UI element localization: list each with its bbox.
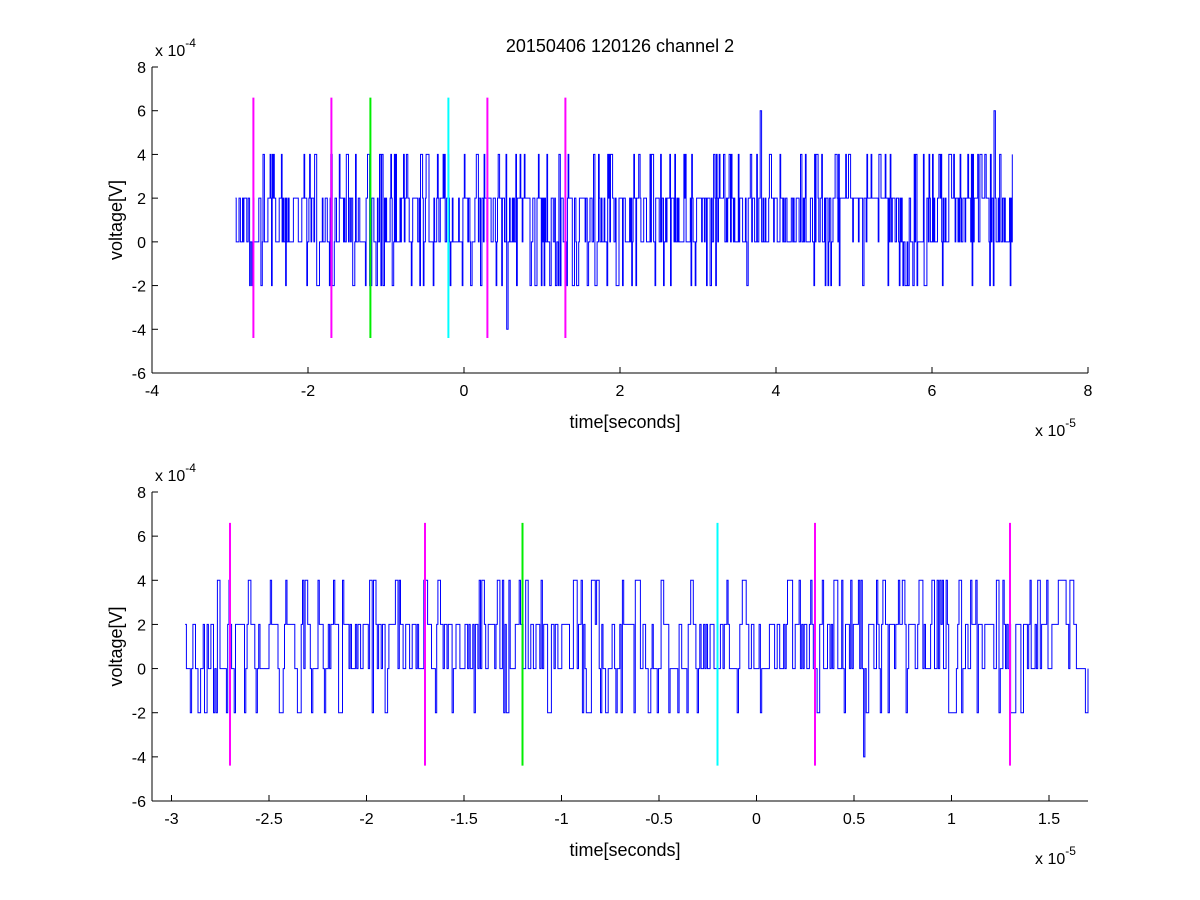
- plot2-y-tick-label-4: 2: [137, 617, 146, 634]
- plot2-y-tick-label-5: 4: [137, 573, 146, 590]
- plot2-x-tick-label-1: -2.5: [255, 811, 283, 828]
- plot1-x-tick-label-4: 4: [772, 383, 781, 400]
- plot2-y-tick-label-6: 6: [137, 529, 146, 546]
- plot1-x-tick-label-0: -4: [145, 383, 159, 400]
- plot2-x-tick-label-3: -1.5: [450, 811, 478, 828]
- plot2-x-tick-label-9: 1.5: [1038, 811, 1060, 828]
- plot2-x-tick-label-0: -3: [164, 811, 178, 828]
- plot1-x-tick-label-3: 2: [616, 383, 625, 400]
- figure-title: 20150406 120126 channel 2: [506, 36, 734, 56]
- plot1-y-multiplier: x 10-4: [155, 36, 196, 60]
- plot2-x-tick-label-4: -1: [554, 811, 568, 828]
- plot2-x-tick-label-7: 0.5: [843, 811, 865, 828]
- plot2-y-multiplier: x 10-4: [155, 461, 196, 485]
- plot2-y-tick-label-0: -6: [132, 794, 146, 811]
- plot2-signal-trace: [185, 579, 1089, 758]
- plot1-y-tick-label-3: 0: [137, 235, 146, 252]
- plot2-y-tick-label-2: -2: [132, 706, 146, 723]
- plot2-x-tick-label-6: 0: [752, 811, 761, 828]
- plot2-y-tick-label-7: 8: [137, 485, 146, 502]
- plot1-x-tick-label-5: 6: [928, 383, 937, 400]
- plot2-x-multiplier: x 10-5: [1035, 844, 1076, 868]
- plot1-y-tick-label-0: -6: [132, 366, 146, 383]
- plot1-y-tick-label-5: 4: [137, 147, 146, 164]
- plot2-x-tick-label-8: 1: [947, 811, 956, 828]
- plot2-y-axis-label: voltage[V]: [106, 606, 126, 686]
- plot1-signal-trace: [235, 110, 1013, 330]
- plot2-x-tick-label-5: -0.5: [645, 811, 673, 828]
- plot1-y-tick-label-2: -2: [132, 279, 146, 296]
- plot1-y-tick-label-4: 2: [137, 191, 146, 208]
- plot1-x-axis-label: time[seconds]: [569, 412, 680, 432]
- plot1-x-tick-label-6: 8: [1084, 383, 1093, 400]
- plot1-y-tick-label-1: -4: [132, 322, 146, 339]
- plot1-x-tick-label-1: -2: [301, 383, 315, 400]
- plot1-x-tick-label-2: 0: [460, 383, 469, 400]
- bottom-plot: -3 -2.5 -2 -1.5 -1 -0.5 0 0.5 1 1.5 -6 -4 -2 0 2 4 6 8 tim…: [106, 461, 1089, 868]
- plot1-y-axis-label: voltage[V]: [106, 180, 126, 260]
- plot1-y-tick-label-6: 6: [137, 104, 146, 121]
- plot2-y-tick-label-3: 0: [137, 662, 146, 679]
- plot1-x-multiplier: x 10-5: [1035, 416, 1076, 440]
- plot1-y-tick-label-7: 8: [137, 60, 146, 77]
- plot2-y-tick-label-1: -4: [132, 750, 146, 767]
- top-plot: -4 -2 0 2 4 6 8-6-4-202468time[seconds]voltage…: [106, 36, 1093, 440]
- plot2-x-tick-label-2: -2: [359, 811, 373, 828]
- plot2-x-axis-label: time[seconds]: [569, 840, 680, 860]
